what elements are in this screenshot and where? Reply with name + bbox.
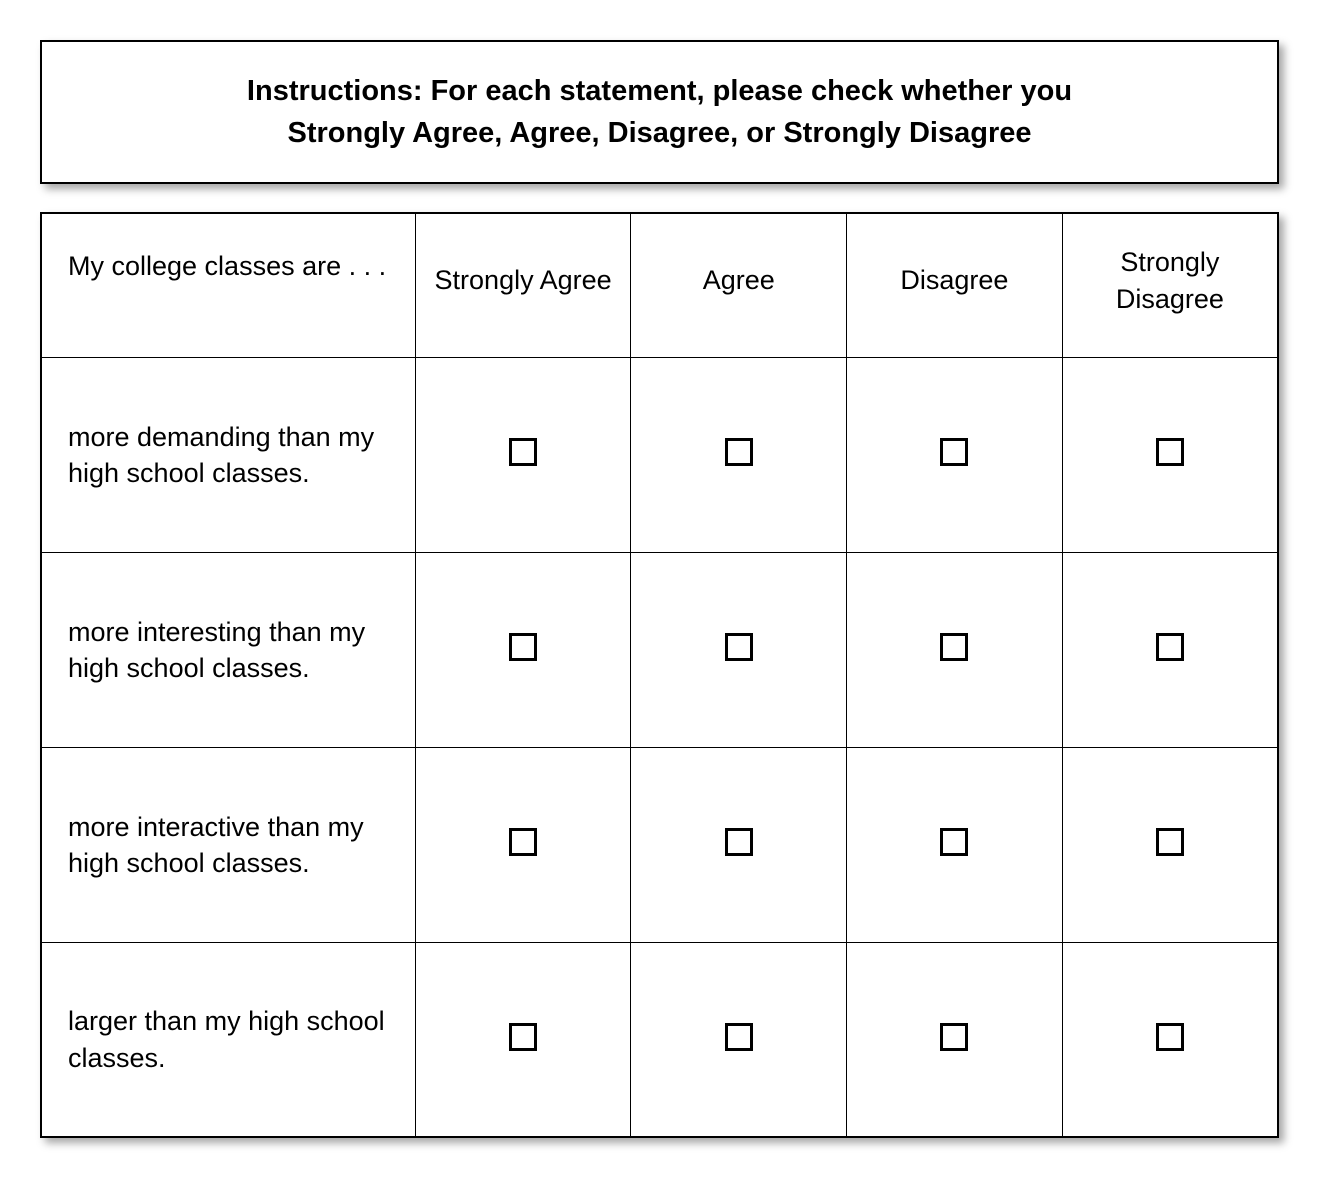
checkbox-icon [1156, 1023, 1184, 1051]
checkbox-icon [725, 633, 753, 661]
instructions-text: Instructions: For each statement, please… [82, 70, 1237, 154]
option-cell[interactable] [415, 552, 631, 747]
option-cell[interactable] [847, 942, 1063, 1137]
statement-cell: more interesting than my high school cla… [41, 552, 415, 747]
option-cell[interactable] [847, 552, 1063, 747]
option-cell[interactable] [631, 747, 847, 942]
table-row: more interesting than my high school cla… [41, 552, 1278, 747]
option-cell[interactable] [631, 357, 847, 552]
column-header-strongly-disagree: Strongly Disagree [1062, 213, 1278, 357]
checkbox-icon [509, 1023, 537, 1051]
option-cell[interactable] [1062, 942, 1278, 1137]
checkbox-icon [509, 633, 537, 661]
survey-table: My college classes are . . . Strongly Ag… [40, 212, 1279, 1138]
checkbox-icon [725, 828, 753, 856]
checkbox-icon [509, 828, 537, 856]
instructions-box: Instructions: For each statement, please… [40, 40, 1279, 184]
checkbox-icon [1156, 633, 1184, 661]
table-row: more interactive than my high school cla… [41, 747, 1278, 942]
statement-cell: more interactive than my high school cla… [41, 747, 415, 942]
option-cell[interactable] [415, 942, 631, 1137]
column-header-agree: Agree [631, 213, 847, 357]
option-cell[interactable] [415, 747, 631, 942]
table-header-row: My college classes are . . . Strongly Ag… [41, 213, 1278, 357]
option-cell[interactable] [1062, 552, 1278, 747]
checkbox-icon [940, 1023, 968, 1051]
option-cell[interactable] [631, 552, 847, 747]
stem-header: My college classes are . . . [41, 213, 415, 357]
statement-cell: larger than my high school classes. [41, 942, 415, 1137]
checkbox-icon [940, 828, 968, 856]
option-cell[interactable] [847, 357, 1063, 552]
checkbox-icon [1156, 828, 1184, 856]
option-cell[interactable] [415, 357, 631, 552]
checkbox-icon [940, 438, 968, 466]
statement-cell: more demanding than my high school class… [41, 357, 415, 552]
instructions-line-1: Instructions: For each statement, please… [247, 75, 1072, 107]
checkbox-icon [725, 1023, 753, 1051]
option-cell[interactable] [847, 747, 1063, 942]
checkbox-icon [509, 438, 537, 466]
column-header-strongly-agree: Strongly Agree [415, 213, 631, 357]
table-row: larger than my high school classes. [41, 942, 1278, 1137]
checkbox-icon [940, 633, 968, 661]
checkbox-icon [1156, 438, 1184, 466]
option-cell[interactable] [1062, 357, 1278, 552]
column-header-disagree: Disagree [847, 213, 1063, 357]
survey-container: Instructions: For each statement, please… [40, 40, 1279, 1138]
option-cell[interactable] [1062, 747, 1278, 942]
checkbox-icon [725, 438, 753, 466]
instructions-line-2: Strongly Agree, Agree, Disagree, or Stro… [287, 117, 1031, 149]
option-cell[interactable] [631, 942, 847, 1137]
table-row: more demanding than my high school class… [41, 357, 1278, 552]
